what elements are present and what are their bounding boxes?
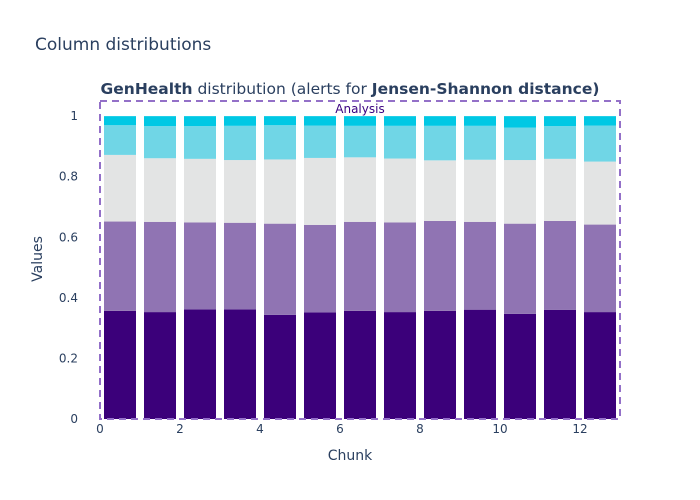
bar-segment-0-0 — [104, 310, 136, 419]
y-tick-label: 0.8 — [59, 170, 78, 184]
bar-segment-2-3 — [184, 126, 216, 159]
bar-segment-5-2 — [304, 157, 336, 225]
chart-title-part-0: GenHealth — [101, 80, 193, 98]
bar-segment-7-1 — [384, 222, 416, 313]
bar-segment-8-4 — [424, 116, 456, 126]
bar-segment-6-4 — [344, 116, 376, 126]
bar-segment-1-1 — [144, 221, 176, 313]
page-title: Column distributions — [35, 35, 211, 55]
y-tick-label: 1 — [70, 109, 78, 123]
bar-segment-5-1 — [304, 224, 336, 313]
bar-segment-10-4 — [504, 116, 536, 128]
bar-segment-4-4 — [264, 116, 296, 126]
x-tick-label: 2 — [176, 422, 184, 436]
bar-segment-3-2 — [224, 160, 256, 223]
x-axis-title: Chunk — [328, 448, 373, 464]
x-tick-label: 0 — [96, 422, 104, 436]
bar-segment-4-0 — [264, 314, 296, 419]
bar-segment-3-4 — [224, 116, 256, 126]
y-tick-label: 0.4 — [59, 291, 78, 305]
bar-segment-11-4 — [544, 116, 576, 127]
bar-segment-4-3 — [264, 125, 296, 160]
bar-segment-8-1 — [424, 220, 456, 311]
bar-segment-1-3 — [144, 126, 176, 159]
bar-segment-8-2 — [424, 160, 456, 221]
bar-segment-0-3 — [104, 125, 136, 155]
bar-segment-5-3 — [304, 125, 336, 158]
chart-title: GenHealth distribution (alerts for Jense… — [101, 80, 600, 98]
analysis-region — [99, 100, 621, 420]
y-tick-label: 0.2 — [59, 351, 78, 365]
x-tick-label: 10 — [492, 422, 507, 436]
bar-segment-7-0 — [384, 312, 416, 419]
bar-segment-7-2 — [384, 158, 416, 223]
bar-segment-3-1 — [224, 222, 256, 310]
bar-segment-0-1 — [104, 221, 136, 311]
bar-segment-8-3 — [424, 125, 456, 161]
bar-segment-12-4 — [584, 116, 616, 126]
bar-segment-5-4 — [304, 116, 336, 126]
bar-segment-8-0 — [424, 310, 456, 419]
bar-segment-2-2 — [184, 158, 216, 223]
bar-segment-10-2 — [504, 160, 536, 224]
bar-segment-9-4 — [464, 116, 496, 126]
chart-title-part-1: distribution (alerts for — [193, 80, 372, 98]
bar-segment-1-4 — [144, 116, 176, 127]
x-tick-label: 8 — [416, 422, 424, 436]
bar-segment-12-3 — [584, 125, 616, 162]
bar-segment-1-2 — [144, 158, 176, 222]
chart-title-part-2: Jensen-Shannon distance) — [371, 80, 600, 98]
bar-segment-3-3 — [224, 125, 256, 161]
bar-segment-2-0 — [184, 309, 216, 419]
bar-segment-10-3 — [504, 127, 536, 161]
y-axis-title: Values — [30, 236, 46, 282]
x-tick-label: 4 — [256, 422, 264, 436]
bar-segment-10-0 — [504, 313, 536, 419]
bar-segment-11-0 — [544, 309, 576, 419]
bar-segment-12-0 — [584, 312, 616, 419]
bar-segment-1-0 — [144, 312, 176, 419]
bar-segment-2-1 — [184, 222, 216, 310]
bar-segment-4-2 — [264, 159, 296, 224]
bar-segment-2-4 — [184, 116, 216, 127]
bar-segment-11-1 — [544, 220, 576, 310]
bar-segment-11-3 — [544, 126, 576, 159]
bar-segment-0-2 — [104, 154, 136, 222]
bar-segment-9-2 — [464, 159, 496, 222]
bar-segment-6-1 — [344, 221, 376, 311]
bar-segment-9-1 — [464, 221, 496, 310]
bar-segment-12-1 — [584, 224, 616, 313]
bar-segment-4-1 — [264, 223, 296, 315]
bar-segment-5-0 — [304, 312, 336, 419]
bar-segment-11-2 — [544, 158, 576, 221]
bar-segment-6-2 — [344, 157, 376, 222]
bar-segment-3-0 — [224, 309, 256, 419]
bar-segment-12-2 — [584, 161, 616, 225]
x-tick-label: 12 — [572, 422, 587, 436]
bar-segment-7-3 — [384, 125, 416, 159]
y-tick-label: 0 — [70, 412, 78, 426]
analysis-region-label: Analysis — [335, 102, 384, 116]
bar-segment-9-0 — [464, 309, 496, 419]
bar-segment-9-3 — [464, 125, 496, 160]
bar-segment-6-0 — [344, 310, 376, 419]
bar-segment-10-1 — [504, 223, 536, 314]
x-tick-label: 6 — [336, 422, 344, 436]
bar-segment-7-4 — [384, 116, 416, 126]
bar-segment-0-4 — [104, 116, 136, 126]
y-tick-label: 0.6 — [59, 230, 78, 244]
bar-segment-6-3 — [344, 125, 376, 158]
